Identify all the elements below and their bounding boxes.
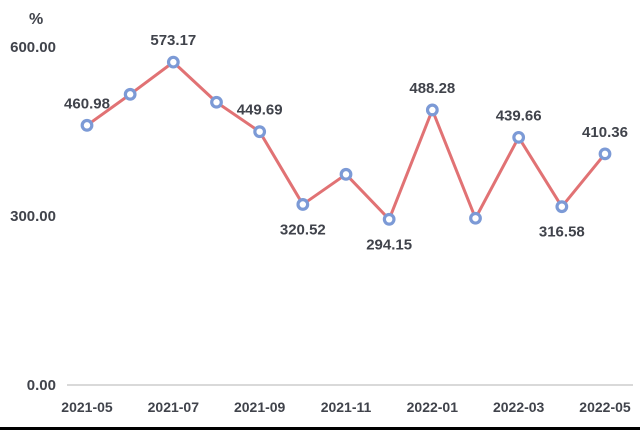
x-axis-tick-label: 2022-05 (579, 399, 631, 415)
data-label: 410.36 (582, 124, 628, 141)
data-label: 488.28 (409, 80, 455, 97)
data-point-marker (555, 200, 569, 214)
y-axis-tick-label: 600.00 (10, 39, 56, 56)
x-axis-tick-label: 2021-11 (321, 399, 372, 415)
y-axis-unit-label: % (29, 11, 43, 28)
data-label: 573.17 (150, 32, 196, 49)
y-axis-tick-label: 300.00 (10, 208, 56, 225)
x-axis-tick-label: 2021-05 (61, 399, 113, 415)
data-label: 294.15 (366, 236, 412, 253)
data-point-marker (425, 103, 439, 117)
data-point-marker (382, 212, 396, 226)
y-axis-tick-label: 0.00 (27, 377, 56, 394)
series-line (85, 60, 607, 221)
data-point-marker (469, 211, 482, 225)
data-label: 316.58 (539, 224, 585, 241)
data-point-marker (598, 147, 612, 161)
data-label: 320.52 (280, 221, 326, 238)
data-point-marker (123, 87, 137, 101)
window-bottom-border (0, 427, 640, 430)
data-point-marker (339, 167, 353, 181)
data-label: 439.66 (496, 107, 542, 124)
x-axis-tick-label: 2022-03 (493, 399, 545, 415)
data-point-marker (166, 55, 180, 69)
x-axis-tick-label: 2021-09 (234, 399, 286, 415)
data-point-marker (253, 125, 267, 139)
x-axis-tick-label: 2021-07 (148, 399, 200, 415)
data-point-marker (512, 130, 526, 144)
data-label: 449.69 (237, 102, 283, 119)
x-axis-tick-label: 2022-01 (407, 399, 459, 415)
data-point-marker (210, 95, 223, 109)
data-label: 460.98 (64, 95, 110, 112)
data-point-marker (80, 118, 94, 132)
data-point-marker (296, 198, 310, 211)
